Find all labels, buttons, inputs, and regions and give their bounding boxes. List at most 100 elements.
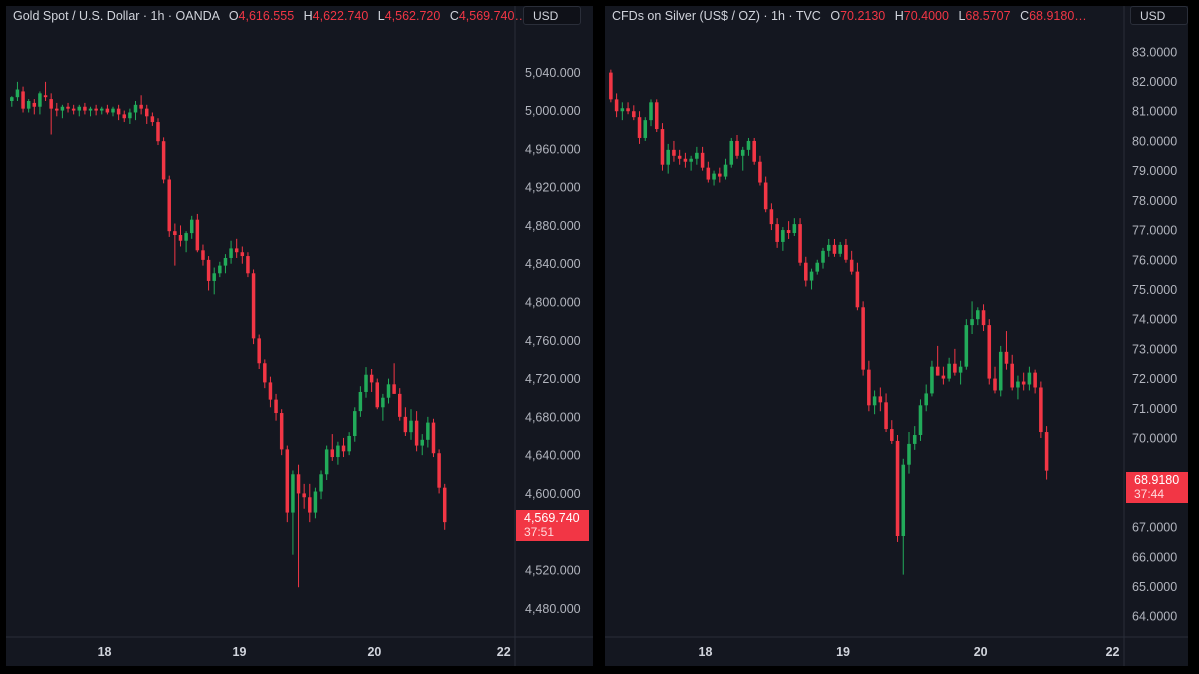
silver-chart-panel[interactable]: 83.0000 82.0000 81.0000 80.0000 79.0000 78.00… [605,6,1188,666]
gold-candle-body [133,104,138,113]
silver-y-tick-label: 78.0000 [1132,194,1177,208]
silver-candle-body [918,405,923,436]
gold-candle-body [189,219,194,234]
gold-candle-body [296,474,301,494]
gold-candle-body [66,106,70,109]
gold-candle-body [263,363,267,383]
silver-candle-body [809,271,814,281]
silver-candle-body [907,443,911,465]
gold-candle-body [246,256,250,274]
silver-low-value: 68.5707 [965,9,1011,23]
gold-candle-body [403,416,408,433]
silver-candle-body [838,244,842,254]
gold-candle-body [156,122,160,142]
silver-candle-body [758,161,762,183]
gold-candle-body [218,265,222,274]
gold-candle-body [353,411,357,436]
gold-x-tick-label: 22 [497,645,511,659]
silver-x-tick-label: 20 [974,645,988,659]
gold-high-value: 4,622.740 [312,9,369,23]
gold-candle-body [43,95,48,98]
gold-candle-body [319,474,323,492]
gold-candle-body [369,374,374,383]
silver-candle-body [735,140,739,156]
gold-x-tick-label: 19 [233,645,247,659]
gold-y-tick-label: 4,880.000 [525,219,581,233]
silver-candle-body [895,440,900,537]
silver-candle-body [677,155,682,159]
gold-candle-body [184,233,188,241]
silver-candle-body [672,149,676,156]
silver-candle-body [649,102,653,121]
silver-candle-body [861,307,865,370]
silver-y-tick-label: 65.0000 [1132,580,1177,594]
gold-x-tick-label: 20 [367,645,381,659]
gold-candle-body [291,474,295,513]
gold-open-label: O [228,9,239,23]
gold-candle-body [431,422,436,454]
silver-candle-body [798,224,802,263]
silver-y-tick-label: 76.0000 [1132,253,1177,267]
gold-candle-body [324,449,329,475]
gold-candle-body [223,257,228,266]
gold-symbol-title[interactable]: Gold Spot / U.S. Dollar · 1h · OANDA [13,9,220,23]
silver-candle-body [792,224,797,234]
silver-candle-body [683,158,688,162]
gold-candle-body [38,93,42,107]
gold-candle-body [71,108,76,111]
gold-chart-canvas[interactable]: 5,040.000 5,000.000 4,960.000 4,920.000 4,88… [6,6,593,666]
silver-candle-body [884,402,888,430]
silver-y-tick-label: 67.0000 [1132,521,1177,535]
gold-x-tick-label: 18 [98,645,112,659]
silver-candle-body [643,120,648,138]
gold-y-tick-label: 4,640.000 [525,449,581,463]
silver-candle-body [781,230,785,242]
gold-candle-body [201,250,205,260]
gold-y-tick-label: 4,800.000 [525,296,581,310]
gold-candle-body [234,248,239,253]
silver-countdown: 37:44 [1134,487,1165,501]
gold-candle-body [122,114,126,119]
silver-candle-body [832,244,837,254]
silver-candle-body [1044,432,1049,471]
gold-candle-body [414,420,419,446]
silver-symbol-title[interactable]: CFDs on Silver (US$ / OZ) · 1h · TVC [612,9,821,23]
silver-x-tick-label: 19 [836,645,850,659]
silver-candle-body [1021,381,1026,385]
silver-candle-body [746,140,751,150]
silver-candle-body [614,99,619,112]
gold-y-tick-label: 5,040.000 [525,66,581,80]
gold-last-price-tag: 4,569.740 37:51 [516,510,589,541]
silver-y-tick-label: 71.0000 [1132,402,1177,416]
silver-candle-body [626,108,630,112]
gold-last-price: 4,569.740 [524,511,580,525]
gold-currency-button[interactable]: USD [523,6,581,25]
gold-candle-body [206,259,211,281]
silver-y-tick-label: 73.0000 [1132,342,1177,356]
gold-y-tick-label: 4,840.000 [525,257,581,271]
gold-candle-body [336,445,340,458]
gold-candle-body [279,413,284,450]
silver-y-tick-label: 79.0000 [1132,164,1177,178]
gold-y-tick-label: 4,680.000 [525,410,581,424]
silver-candle-body [786,230,791,234]
silver-candle-body [958,366,963,373]
silver-last-price: 68.9180 [1134,473,1180,487]
silver-y-tick-label: 83.0000 [1132,45,1177,59]
gold-candle-body [381,397,385,408]
silver-chart-canvas[interactable]: 83.0000 82.0000 81.0000 80.0000 79.0000 78.00… [605,6,1188,666]
gold-close-label: C [449,9,459,23]
silver-candle-body [620,108,625,112]
silver-currency-button[interactable]: USD [1130,6,1188,25]
gold-y-tick-label: 4,720.000 [525,372,581,386]
silver-candle-body [878,396,883,403]
gold-chart-panel[interactable]: 5,040.000 5,000.000 4,960.000 4,920.000 4,88… [6,6,593,666]
silver-candle-body [930,366,934,394]
silver-candle-body [935,366,940,376]
gold-candle-body [257,338,261,364]
silver-candle-body [844,244,848,260]
silver-candle-body [1027,372,1032,385]
gold-candle-body [240,252,245,257]
silver-candle-body [752,140,756,162]
gold-candle-body [268,382,273,400]
